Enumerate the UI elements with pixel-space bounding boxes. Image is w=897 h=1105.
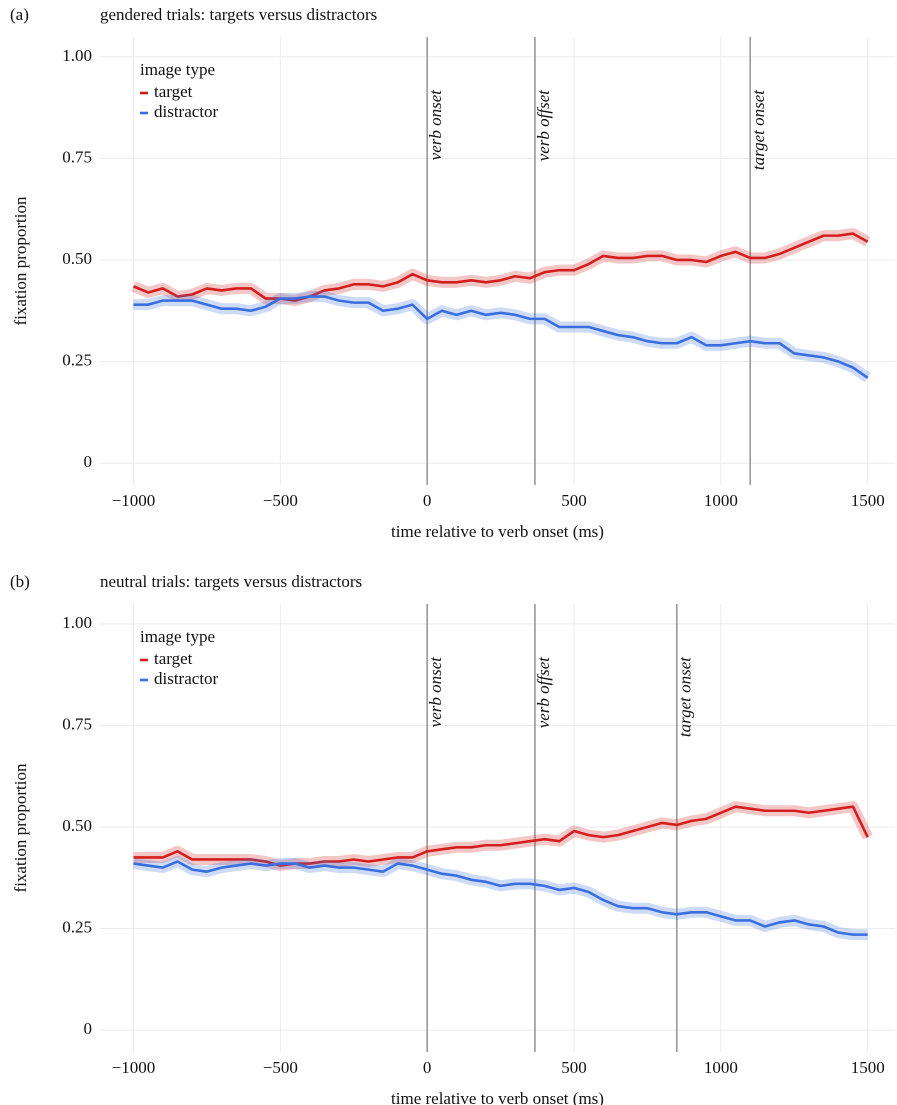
panel-label: (a) <box>10 5 29 24</box>
x-tick-label: −1000 <box>112 1058 156 1077</box>
chart-title: gendered trials: targets versus distract… <box>100 5 377 24</box>
x-tick-label: 1000 <box>704 491 738 510</box>
x-axis-label: time relative to verb onset (ms) <box>391 1089 604 1105</box>
x-tick-label: 500 <box>561 1058 587 1077</box>
legend-title: image type <box>140 60 215 79</box>
x-tick-label: −500 <box>263 491 298 510</box>
plot-area <box>100 37 895 485</box>
legend-label: distractor <box>154 669 219 688</box>
x-tick-label: 0 <box>423 1058 432 1077</box>
legend-label: target <box>154 82 193 101</box>
legend-title: image type <box>140 627 215 646</box>
x-tick-label: 1000 <box>704 1058 738 1077</box>
series-line <box>133 860 868 936</box>
y-axis-label: fixation proportion <box>11 763 30 892</box>
series-line <box>132 232 869 302</box>
annotation-label: target onset <box>676 656 695 737</box>
legend-label: target <box>154 649 193 668</box>
plot-area <box>100 604 895 1052</box>
x-tick-label: −1000 <box>112 491 156 510</box>
panel: (a) gendered trials: targets versus distr… <box>10 5 895 541</box>
y-tick-label: 0.75 <box>62 147 92 166</box>
y-tick-label: 0 <box>84 1019 93 1038</box>
x-tick-label: −500 <box>263 1058 298 1077</box>
y-tick-label: 0.25 <box>62 350 92 369</box>
y-tick-label: 0.50 <box>62 816 92 835</box>
x-tick-label: 1500 <box>851 1058 885 1077</box>
panel-label: (b) <box>10 572 30 591</box>
x-tick-label: 500 <box>561 491 587 510</box>
panel: (b) neutral trials: targets versus distra… <box>10 572 895 1105</box>
legend-label: distractor <box>154 102 219 121</box>
x-tick-label: 0 <box>423 491 432 510</box>
x-tick-label: 1500 <box>851 491 885 510</box>
series-line <box>133 805 869 867</box>
annotation-label: verb offset <box>534 89 553 162</box>
y-tick-label: 0 <box>84 452 93 471</box>
y-tick-label: 0.25 <box>62 917 92 936</box>
y-tick-label: 0.50 <box>62 249 92 268</box>
annotation-label: verb onset <box>426 656 445 728</box>
y-tick-label: 0.75 <box>62 714 92 733</box>
y-axis-label: fixation proportion <box>11 196 30 325</box>
chart-title: neutral trials: targets versus distracto… <box>100 572 362 591</box>
annotation-label: verb onset <box>426 89 445 161</box>
y-tick-label: 1.00 <box>62 613 92 632</box>
series-line <box>133 295 869 379</box>
y-tick-label: 1.00 <box>62 46 92 65</box>
x-axis-label: time relative to verb onset (ms) <box>391 522 604 541</box>
annotation-label: verb offset <box>534 656 553 729</box>
annotation-label: target onset <box>749 89 768 170</box>
